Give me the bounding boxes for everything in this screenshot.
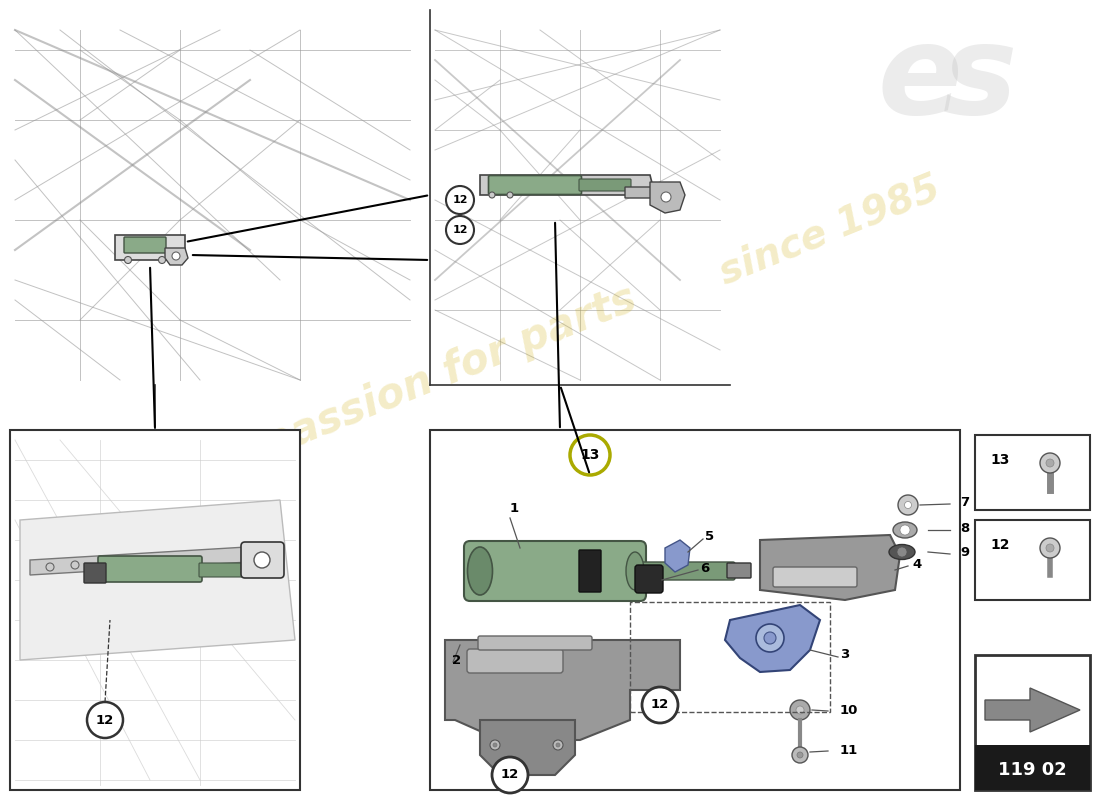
Text: 12: 12 <box>651 698 669 711</box>
Circle shape <box>1046 544 1054 552</box>
Bar <box>975 520 1090 600</box>
Circle shape <box>172 252 180 260</box>
Circle shape <box>764 632 776 644</box>
Circle shape <box>1040 538 1060 558</box>
Text: since 1985: since 1985 <box>714 168 946 292</box>
Bar <box>10 430 300 790</box>
Circle shape <box>493 743 497 747</box>
Circle shape <box>46 563 54 571</box>
Circle shape <box>661 192 671 202</box>
Ellipse shape <box>626 552 644 590</box>
Polygon shape <box>984 688 1080 732</box>
Bar <box>430 430 960 790</box>
Ellipse shape <box>893 522 917 538</box>
Text: 12: 12 <box>96 714 114 726</box>
FancyBboxPatch shape <box>84 563 106 583</box>
Polygon shape <box>650 182 685 213</box>
Circle shape <box>898 495 918 515</box>
Bar <box>630 602 830 712</box>
Text: 119 02: 119 02 <box>998 761 1066 779</box>
Text: 7: 7 <box>960 495 969 509</box>
Circle shape <box>792 747 808 763</box>
Polygon shape <box>446 640 680 740</box>
FancyBboxPatch shape <box>468 649 563 673</box>
Circle shape <box>492 757 528 793</box>
FancyBboxPatch shape <box>641 562 735 580</box>
Polygon shape <box>116 235 185 260</box>
FancyBboxPatch shape <box>98 556 202 582</box>
Polygon shape <box>20 500 295 660</box>
Circle shape <box>896 547 907 557</box>
Circle shape <box>1040 453 1060 473</box>
Circle shape <box>553 740 563 750</box>
FancyBboxPatch shape <box>464 541 646 601</box>
Polygon shape <box>625 187 658 198</box>
Text: 6: 6 <box>700 562 710 574</box>
Text: 9: 9 <box>960 546 969 558</box>
FancyBboxPatch shape <box>241 542 284 578</box>
Circle shape <box>490 192 495 198</box>
Circle shape <box>556 743 560 747</box>
Circle shape <box>507 192 513 198</box>
Ellipse shape <box>889 545 915 559</box>
Text: 4: 4 <box>912 558 922 571</box>
Text: a passion for parts: a passion for parts <box>218 278 642 482</box>
Circle shape <box>446 186 474 214</box>
Circle shape <box>490 740 500 750</box>
Polygon shape <box>480 175 654 195</box>
Polygon shape <box>725 605 820 672</box>
Circle shape <box>796 706 804 714</box>
Circle shape <box>570 435 611 475</box>
Bar <box>975 745 1090 790</box>
Text: s: s <box>943 19 1018 141</box>
Bar <box>975 655 1090 790</box>
Circle shape <box>904 502 912 509</box>
Circle shape <box>254 552 270 568</box>
Circle shape <box>446 216 474 244</box>
Text: 12: 12 <box>500 769 519 782</box>
FancyBboxPatch shape <box>478 636 592 650</box>
Text: 5: 5 <box>705 530 714 543</box>
Text: e: e <box>878 19 962 141</box>
FancyBboxPatch shape <box>727 563 751 578</box>
Circle shape <box>87 702 123 738</box>
Text: 12: 12 <box>990 538 1010 552</box>
Text: 8: 8 <box>960 522 969 534</box>
Text: 11: 11 <box>840 743 858 757</box>
Text: 3: 3 <box>840 649 849 662</box>
Circle shape <box>72 561 79 569</box>
Polygon shape <box>480 720 575 775</box>
Circle shape <box>756 624 784 652</box>
Text: 2: 2 <box>452 654 461 666</box>
Polygon shape <box>165 248 188 265</box>
Text: 1: 1 <box>510 502 519 514</box>
FancyBboxPatch shape <box>579 179 631 191</box>
Circle shape <box>642 687 678 723</box>
Text: 10: 10 <box>840 703 858 717</box>
FancyBboxPatch shape <box>579 550 601 592</box>
Circle shape <box>798 752 803 758</box>
Circle shape <box>1046 459 1054 467</box>
Circle shape <box>790 700 810 720</box>
Text: 13: 13 <box>581 448 600 462</box>
FancyBboxPatch shape <box>199 563 251 577</box>
Circle shape <box>900 525 910 535</box>
Polygon shape <box>760 535 900 600</box>
Text: 13: 13 <box>990 453 1010 467</box>
FancyBboxPatch shape <box>488 175 582 194</box>
Ellipse shape <box>468 547 493 595</box>
Text: 12: 12 <box>452 195 468 205</box>
Bar <box>975 435 1090 510</box>
FancyBboxPatch shape <box>773 567 857 587</box>
Polygon shape <box>666 540 690 572</box>
FancyBboxPatch shape <box>635 565 663 593</box>
Text: 12: 12 <box>452 225 468 235</box>
Circle shape <box>158 257 165 263</box>
Polygon shape <box>30 545 282 575</box>
FancyBboxPatch shape <box>124 237 166 253</box>
Circle shape <box>124 257 132 263</box>
